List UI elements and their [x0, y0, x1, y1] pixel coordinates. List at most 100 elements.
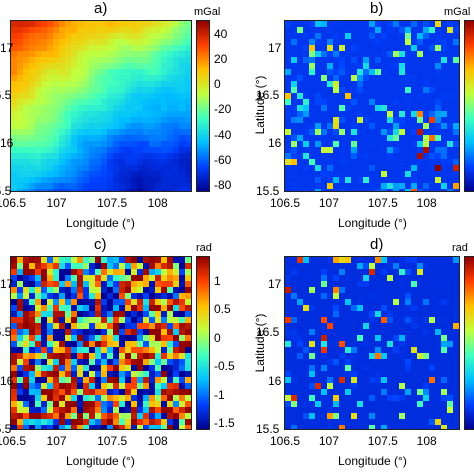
- heatmap-cell: [107, 419, 114, 426]
- heatmap-cell: [417, 63, 424, 70]
- heatmap-cell: [101, 305, 108, 312]
- heatmap-cell: [143, 407, 150, 414]
- heatmap-cell: [41, 335, 48, 342]
- heatmap-cell: [77, 81, 84, 88]
- heatmap-cell: [297, 257, 304, 264]
- heatmap-cell: [357, 111, 364, 118]
- heatmap-cell: [351, 21, 358, 28]
- heatmap-cell: [315, 141, 322, 148]
- heatmap-cell: [185, 45, 191, 52]
- heatmap-cell: [107, 147, 114, 154]
- heatmap-cell: [149, 323, 156, 330]
- heatmap-cell: [95, 335, 102, 342]
- heatmap-cell: [363, 105, 370, 112]
- heatmap-cell: [119, 87, 126, 94]
- heatmap-cell: [303, 117, 310, 124]
- heatmap-cell: [137, 123, 144, 130]
- heatmap-cell: [185, 51, 191, 58]
- heatmap-cell: [11, 99, 18, 106]
- heatmap-cell: [297, 177, 304, 184]
- heatmap-cell: [47, 425, 54, 429]
- heatmap-cell: [47, 413, 54, 420]
- heatmap-cell: [167, 317, 174, 324]
- heatmap-cell: [131, 57, 138, 64]
- heatmap-cell: [285, 353, 292, 360]
- heatmap-cell: [107, 377, 114, 384]
- heatmap-cell: [345, 189, 352, 191]
- heatmap-cell: [53, 275, 60, 282]
- heatmap-cell: [321, 347, 328, 354]
- heatmap-cell: [149, 269, 156, 276]
- heatmap-cell: [95, 281, 102, 288]
- heatmap-cell: [35, 183, 42, 190]
- heatmap-cell: [285, 51, 292, 58]
- heatmap-cell: [101, 69, 108, 76]
- heatmap-cell: [399, 63, 406, 70]
- heatmap-cell: [447, 287, 454, 294]
- heatmap-cell: [53, 359, 60, 366]
- heatmap-cell: [453, 135, 459, 142]
- heatmap-cell: [53, 69, 60, 76]
- heatmap-cell: [375, 365, 382, 372]
- heatmap-cell: [423, 51, 430, 58]
- heatmap-cell: [327, 413, 334, 420]
- heatmap-cell: [173, 257, 180, 264]
- heatmap-cell: [381, 425, 388, 429]
- heatmap-cell: [447, 269, 454, 276]
- heatmap-cell: [411, 377, 418, 384]
- heatmap-cell: [179, 105, 186, 112]
- heatmap-cell: [303, 45, 310, 52]
- heatmap-cell: [155, 335, 162, 342]
- heatmap-cell: [137, 371, 144, 378]
- heatmap-cell: [65, 87, 72, 94]
- heatmap-cell: [83, 389, 90, 396]
- heatmap-cell: [357, 141, 364, 148]
- heatmap-cell: [65, 359, 72, 366]
- heatmap-cell: [327, 269, 334, 276]
- heatmap-cell: [291, 75, 298, 82]
- heatmap-cell: [131, 275, 138, 282]
- heatmap-cell: [381, 51, 388, 58]
- heatmap-cell: [369, 257, 376, 264]
- heatmap-cell: [89, 263, 96, 270]
- heatmap-cell: [321, 189, 328, 191]
- heatmap-cell: [387, 425, 394, 429]
- heatmap-cell: [399, 21, 406, 28]
- heatmap-cell: [65, 153, 72, 160]
- heatmap-cell: [327, 335, 334, 342]
- heatmap-cell: [315, 263, 322, 270]
- heatmap-cell: [351, 171, 358, 178]
- heatmap-cell: [441, 63, 448, 70]
- heatmap-cell: [417, 33, 424, 40]
- heatmap-cell: [381, 129, 388, 136]
- heatmap-cell: [453, 105, 459, 112]
- heatmap-cell: [453, 189, 459, 191]
- heatmap-cell: [185, 147, 191, 154]
- heatmap-cell: [429, 395, 436, 402]
- heatmap-cell: [101, 347, 108, 354]
- heatmap-cell: [35, 419, 42, 426]
- heatmap-cell: [11, 419, 18, 426]
- heatmap-cell: [125, 419, 132, 426]
- heatmap-cell: [95, 21, 102, 28]
- heatmap-cell: [297, 57, 304, 64]
- heatmap-cell: [321, 177, 328, 184]
- heatmap-cell: [441, 293, 448, 300]
- heatmap-cell: [441, 371, 448, 378]
- heatmap-cell: [327, 99, 334, 106]
- heatmap-cell: [101, 269, 108, 276]
- heatmap-cell: [357, 419, 364, 426]
- heatmap-cell: [453, 311, 459, 318]
- heatmap-cell: [345, 341, 352, 348]
- heatmap-cell: [23, 359, 30, 366]
- heatmap-cell: [429, 135, 436, 142]
- heatmap-cell: [143, 93, 150, 100]
- heatmap-cell: [143, 129, 150, 136]
- heatmap-cell: [59, 371, 66, 378]
- heatmap-cell: [59, 293, 66, 300]
- heatmap-cell: [399, 105, 406, 112]
- heatmap-cell: [149, 27, 156, 34]
- heatmap-cell: [381, 147, 388, 154]
- heatmap-cell: [339, 141, 346, 148]
- heatmap-cell: [59, 413, 66, 420]
